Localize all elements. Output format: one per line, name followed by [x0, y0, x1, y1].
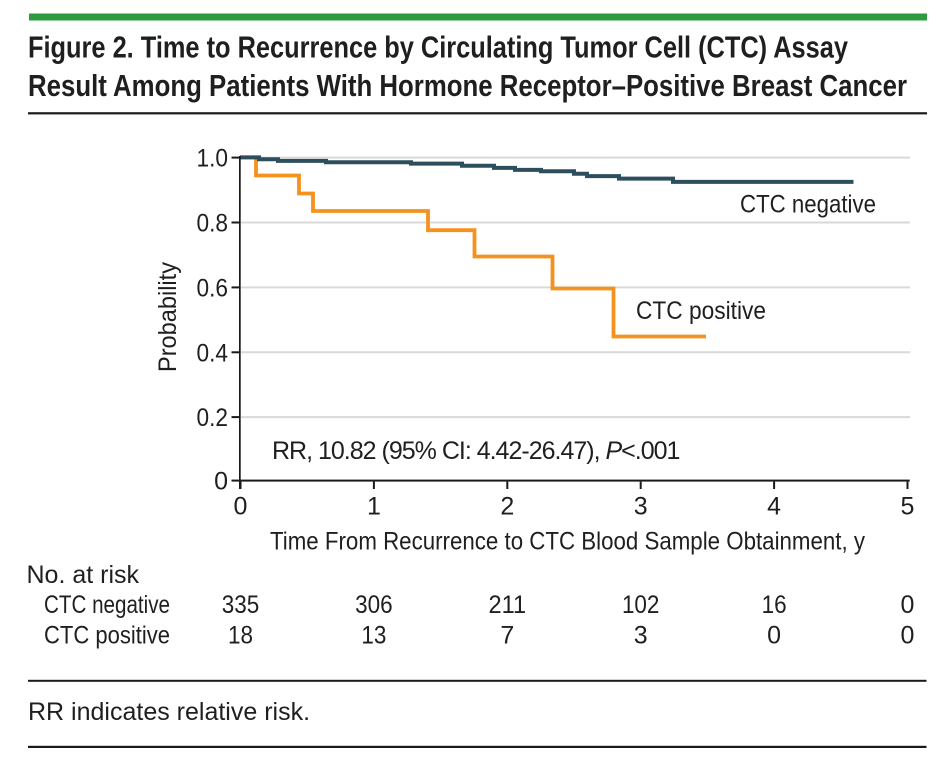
svg-text:102: 102 [622, 591, 660, 619]
svg-text:1.0: 1.0 [197, 145, 229, 173]
svg-text:Time From Recurrence to CTC Bl: Time From Recurrence to CTC Blood Sample… [270, 528, 865, 556]
svg-text:Figure 2. Time to Recurrence b: Figure 2. Time to Recurrence by Circulat… [28, 31, 848, 65]
svg-text:0: 0 [234, 493, 248, 521]
svg-text:RR indicates relative risk.: RR indicates relative risk. [28, 698, 310, 726]
svg-text:No. at risk: No. at risk [27, 561, 140, 589]
svg-text:0.4: 0.4 [197, 339, 229, 367]
svg-text:0: 0 [767, 622, 781, 650]
svg-text:CTC positive: CTC positive [44, 622, 170, 650]
svg-text:0: 0 [901, 622, 915, 650]
svg-text:13: 13 [361, 622, 386, 650]
svg-text:0: 0 [214, 468, 228, 496]
svg-text:0: 0 [901, 591, 915, 619]
svg-text:0.2: 0.2 [197, 404, 229, 432]
svg-text:335: 335 [222, 591, 260, 619]
svg-text:211: 211 [489, 591, 527, 619]
svg-text:2: 2 [500, 493, 514, 521]
svg-text:18: 18 [228, 622, 253, 650]
svg-text:0.8: 0.8 [197, 210, 229, 238]
svg-text:CTC positive: CTC positive [636, 297, 766, 325]
svg-text:RR, 10.82 (95% CI: 4.42-26.47): RR, 10.82 (95% CI: 4.42-26.47), P<.001 [272, 437, 680, 465]
svg-text:306: 306 [355, 591, 393, 619]
svg-text:Result Among Patients With Hor: Result Among Patients With Hormone Recep… [28, 69, 907, 103]
svg-text:CTC negative: CTC negative [44, 591, 170, 619]
svg-text:3: 3 [634, 622, 648, 650]
svg-text:1: 1 [367, 493, 381, 521]
svg-text:CTC negative: CTC negative [740, 190, 876, 218]
svg-text:0.6: 0.6 [197, 274, 229, 302]
svg-text:3: 3 [634, 493, 648, 521]
svg-text:4: 4 [767, 493, 781, 521]
svg-text:Probability: Probability [154, 262, 182, 372]
svg-text:5: 5 [901, 493, 915, 521]
svg-text:16: 16 [762, 591, 787, 619]
svg-text:7: 7 [500, 622, 514, 650]
